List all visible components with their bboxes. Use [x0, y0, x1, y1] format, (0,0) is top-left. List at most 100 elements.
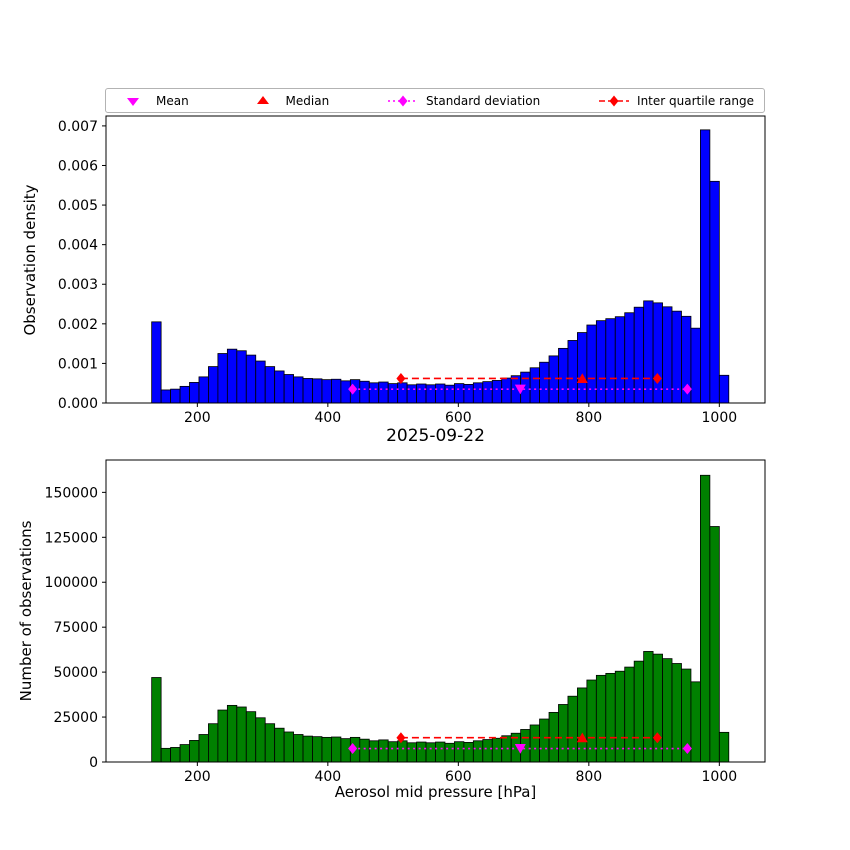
histogram-bar	[529, 724, 540, 763]
histogram-bar	[378, 381, 389, 404]
histogram-bar	[491, 380, 503, 404]
histogram-bar	[321, 379, 332, 404]
y-tick-label: 150000	[45, 485, 98, 501]
histogram-bar	[482, 739, 493, 763]
histogram-bar	[577, 687, 588, 763]
median-marker-icon	[256, 95, 269, 104]
histogram-bar	[397, 382, 408, 404]
y-tick-label: 75000	[53, 620, 98, 636]
x-axis-label: Aerosol mid pressure [hPa]	[334, 783, 537, 801]
histogram-bar	[170, 388, 181, 404]
top-y-axis-label: Observation density	[21, 184, 39, 336]
observation-density-histogram: 0.000 0.001 0.002 0.003 0.004 0.005 0.006 0.007…	[58, 115, 766, 426]
mean-marker	[514, 384, 526, 395]
histogram-bar	[321, 736, 332, 763]
histogram-bar	[700, 474, 711, 763]
number-of-observations-histogram: 0 25000 50000 75000 100000 125000 150000 200 400…	[45, 459, 766, 785]
histogram-bar	[491, 737, 503, 763]
histogram-bar	[690, 681, 701, 763]
histogram-bar	[198, 376, 209, 404]
histogram-bar	[208, 366, 219, 404]
histogram-bar	[539, 361, 550, 404]
histogram-bar	[208, 723, 219, 763]
x-tick-label: 200	[184, 769, 211, 785]
histogram-bar	[529, 367, 540, 404]
histogram-bar	[435, 383, 446, 404]
histogram-bar	[643, 651, 654, 763]
histogram-bar	[416, 741, 427, 763]
histogram-bar	[179, 744, 190, 763]
histogram-bar	[425, 742, 436, 763]
mean-marker	[514, 744, 526, 754]
y-tick-label: 25000	[53, 710, 98, 726]
histogram-bar	[217, 709, 228, 763]
std-dev-end-marker	[348, 383, 358, 395]
histogram-bar	[539, 718, 550, 763]
y-tick-label: 0.005	[58, 198, 98, 214]
histogram-bar	[586, 679, 597, 763]
histogram-bar	[444, 742, 455, 763]
y-tick-label: 125000	[45, 530, 98, 546]
histogram-bar	[406, 384, 417, 404]
histogram-bar	[387, 383, 399, 404]
y-tick-label: 0.006	[58, 158, 98, 174]
plot-frame	[105, 459, 766, 763]
histogram-bar	[567, 340, 578, 404]
legend-label-standard-deviation: Standard deviation	[426, 93, 541, 108]
iqr-marker-icon	[599, 95, 630, 106]
histogram-bar	[472, 740, 484, 763]
histogram-bar	[558, 347, 569, 404]
iqr-end-marker	[652, 372, 662, 384]
iqr-end-marker	[396, 732, 406, 744]
y-tick-label: 100000	[45, 575, 98, 591]
x-tick-label: 200	[184, 410, 211, 426]
histogram-bar	[501, 377, 512, 404]
histogram-bar	[226, 348, 238, 404]
y-tick-label: 0.007	[58, 119, 98, 135]
histogram-bar	[151, 677, 162, 763]
legend-item-median: Median	[246, 93, 330, 108]
x-tick-label: 400	[314, 769, 341, 785]
histogram-bar	[482, 381, 493, 404]
histogram-bar	[340, 738, 351, 763]
histogram-bar	[255, 360, 266, 404]
histogram-bar	[605, 318, 616, 404]
histogram-bar	[662, 658, 673, 763]
std-dev-marker-icon	[388, 95, 419, 106]
histogram-bar	[245, 354, 257, 404]
legend-label-inter-quartile-range: Inter quartile range	[637, 93, 754, 108]
histogram-bar	[406, 742, 417, 763]
histogram-bar	[425, 384, 436, 404]
y-tick-label: 0	[89, 755, 98, 771]
histogram-bar	[643, 300, 654, 404]
histogram-bar	[283, 731, 294, 763]
legend-item-inter-quartile-range: Inter quartile range	[597, 94, 754, 108]
histogram-bar	[331, 378, 342, 404]
histogram-bar	[378, 739, 389, 763]
histogram-bar	[652, 653, 663, 763]
median-marker	[576, 373, 588, 383]
x-tick-label: 1000	[702, 410, 738, 426]
legend-label-mean: Mean	[156, 93, 189, 108]
legend-item-mean: Mean	[116, 94, 189, 108]
histogram-bar	[718, 374, 730, 404]
histogram-bar	[274, 727, 285, 763]
std-dev-end-marker	[348, 743, 358, 755]
histogram-bar	[236, 706, 247, 763]
histogram-bar	[368, 382, 380, 404]
histogram-bar	[359, 380, 370, 404]
histogram-bar	[179, 385, 190, 404]
y-tick-label: 0.002	[58, 317, 98, 333]
histogram-bar	[463, 742, 474, 763]
histogram-bar	[586, 324, 597, 404]
legend-label-median: Median	[285, 93, 330, 108]
x-tick-label: 600	[445, 410, 472, 426]
chart-title-date: 2025-09-22	[386, 426, 485, 446]
histogram-bar	[435, 741, 446, 763]
histogram-bar	[217, 353, 228, 404]
histogram-bar	[331, 736, 342, 763]
std-dev-end-marker	[682, 743, 692, 755]
histogram-bar	[293, 376, 304, 404]
